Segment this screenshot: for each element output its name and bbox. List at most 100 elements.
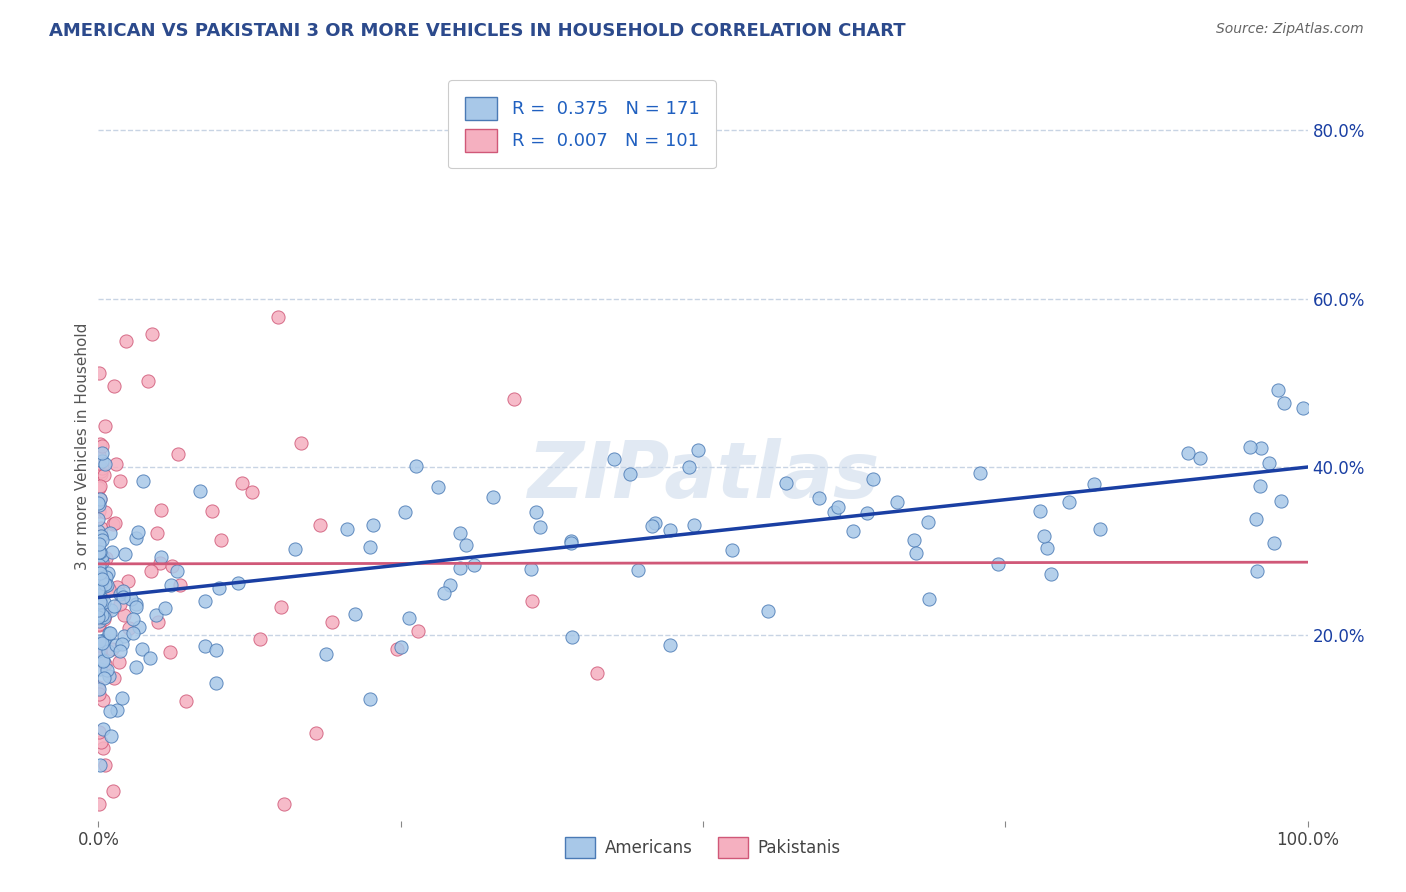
Point [94,577,117,591]
Point [284,541,307,556]
Point [145,526,167,541]
Point [125,531,148,545]
Point [87,603,110,617]
Point [918,591,941,606]
Point [167,447,190,461]
Point [87,582,110,597]
Point [449,561,471,575]
Point [1267,384,1289,398]
Point [112,584,135,599]
Point [89,566,111,580]
Point [90,464,112,478]
Point [1088,522,1111,536]
Point [87,610,110,624]
Point [87,557,110,571]
Point [89,636,111,650]
Point [336,522,359,536]
Point [139,564,162,578]
Point [87,556,110,570]
Point [121,626,143,640]
Point [89,448,111,462]
Point [89,633,111,648]
Point [90,467,112,482]
Point [683,518,706,533]
Point [89,491,111,506]
Point [94,579,117,593]
Point [1039,566,1062,581]
Point [87,553,110,567]
Point [1036,541,1059,556]
Point [98,626,121,640]
Point [108,643,131,657]
Point [87,583,110,598]
Point [1257,456,1279,470]
Point [1032,529,1054,543]
Point [586,665,609,680]
Point [89,545,111,559]
Point [103,671,125,685]
Point [149,556,172,570]
Point [90,612,112,626]
Point [856,506,879,520]
Point [87,614,110,628]
Point [91,741,114,756]
Point [94,550,117,565]
Point [91,461,114,475]
Point [91,723,114,737]
Point [481,491,503,505]
Point [96,578,118,592]
Point [90,439,112,453]
Point [90,591,112,605]
Point [128,619,150,633]
Point [87,681,110,695]
Point [463,558,485,572]
Point [107,655,129,669]
Point [149,503,172,517]
Point [626,563,648,577]
Point [87,366,110,380]
Point [87,582,110,597]
Point [112,590,135,604]
Point [91,550,114,565]
Point [90,529,112,543]
Point [89,550,111,565]
Point [89,606,111,620]
Point [89,725,111,739]
Point [1246,512,1268,526]
Point [91,654,114,668]
Point [105,457,128,471]
Point [87,537,110,551]
Point [127,525,149,540]
Point [204,675,226,690]
Point [91,533,114,547]
Point [1249,479,1271,493]
Text: ZIPatlas: ZIPatlas [527,438,879,514]
Point [96,644,118,658]
Point [87,682,110,697]
Point [111,637,134,651]
Point [290,436,312,450]
Point [110,587,132,601]
Point [641,518,664,533]
Point [120,591,142,606]
Point [90,609,112,624]
Point [118,621,141,635]
Point [87,512,110,526]
Point [87,575,110,590]
Point [87,565,110,579]
Point [1189,451,1212,466]
Point [90,735,112,749]
Point [903,533,925,548]
Point [343,607,366,621]
Point [105,580,128,594]
Point [117,574,139,588]
Point [104,638,127,652]
Point [90,521,112,535]
Point [842,524,865,538]
Point [1029,504,1052,518]
Point [125,597,148,611]
Point [389,640,412,655]
Point [87,610,110,624]
Point [89,605,111,619]
Point [98,626,121,640]
